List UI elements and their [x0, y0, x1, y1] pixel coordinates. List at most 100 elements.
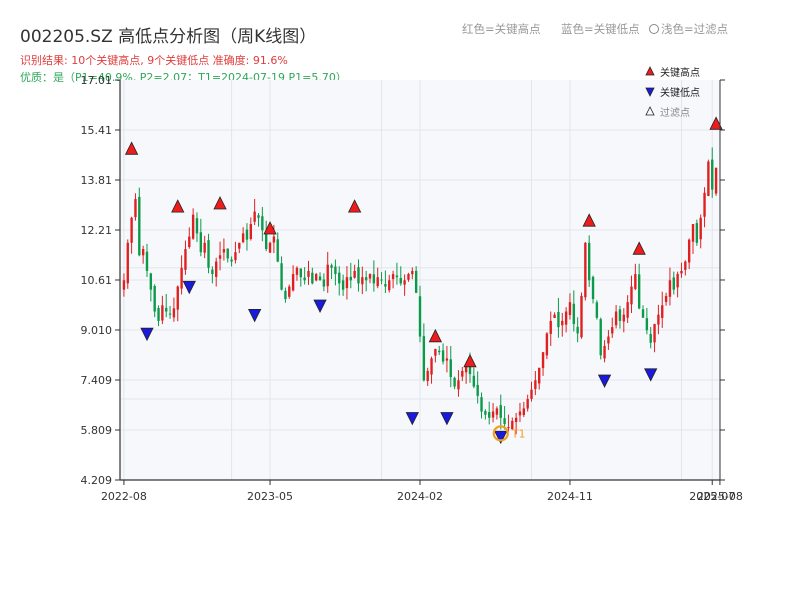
key-high-marker [709, 116, 723, 130]
candle-body [165, 307, 168, 312]
candle-body [499, 405, 502, 418]
candle-body [468, 363, 472, 375]
candle-body [426, 370, 429, 382]
y-tick-label: 7.409 [81, 374, 113, 387]
candle-body [514, 417, 518, 423]
candle-body [180, 267, 183, 289]
candle-body [395, 275, 399, 278]
candle-body [634, 274, 637, 289]
y-tick-label: 13.81 [81, 174, 113, 187]
t1-label: T1 [511, 427, 526, 440]
legend-marker [645, 87, 655, 97]
candle-body [322, 279, 326, 287]
candle-body [484, 411, 487, 415]
candle-body [611, 327, 614, 334]
candle-body [372, 274, 376, 284]
candle-body [130, 217, 133, 243]
candle-body [495, 408, 499, 415]
key-high-marker [463, 353, 477, 368]
candle-body [153, 286, 156, 312]
candle-body [272, 236, 276, 243]
candle-body [507, 427, 510, 429]
candle-body [288, 286, 291, 297]
legend-light-note: 浅色=过滤点 [649, 21, 728, 37]
x-tick-label: 2024-02 [397, 490, 443, 503]
candle-body [476, 384, 479, 396]
candle-body [545, 333, 549, 356]
candle-body [253, 211, 256, 222]
candle-body [376, 277, 379, 287]
candle-body [526, 399, 529, 409]
candle-body [418, 296, 422, 337]
candle-body [680, 270, 683, 274]
candle-body [384, 284, 387, 287]
candle-body [388, 280, 391, 291]
candle-body [172, 308, 176, 318]
key-high-marker [582, 213, 596, 227]
candle-body [461, 370, 464, 377]
candle-body [703, 192, 706, 217]
candle-body [334, 266, 337, 275]
candle-body [245, 229, 249, 240]
candle-body [284, 290, 287, 300]
candle-body [557, 312, 560, 328]
key-high-marker [124, 141, 139, 155]
candle-body [676, 274, 679, 288]
x-tick-label: 2025-08 [697, 490, 743, 503]
candle-body [584, 242, 587, 298]
candle-body [457, 380, 460, 390]
candle-body [553, 314, 556, 318]
candle-body [707, 161, 710, 196]
candle-body [234, 252, 237, 261]
key-high-marker [213, 196, 227, 210]
candle-body [672, 277, 675, 290]
legend-label: 关键高点 [660, 66, 700, 79]
candle-body [599, 319, 602, 356]
candle-body [353, 270, 356, 278]
candle-body [622, 314, 625, 322]
candle-body [607, 336, 610, 344]
candle-body [614, 311, 618, 326]
candle-body [518, 411, 522, 416]
key-high-marker [632, 241, 646, 255]
candle-body [145, 251, 149, 271]
candle-body [568, 302, 572, 315]
recognition-result: 识别结果: 10个关键高点, 9个关键低点 准确度: 91.6% [20, 54, 288, 67]
y-tick-label: 9.010 [81, 324, 113, 337]
candle-body [341, 280, 345, 290]
candle-body [380, 279, 383, 281]
candle-body [276, 239, 279, 262]
y-tick-label: 10.61 [81, 274, 113, 287]
candle-body [591, 276, 595, 300]
t1-circle-marker [492, 425, 509, 442]
candle-body [668, 280, 672, 297]
candle-body [122, 280, 126, 290]
candle-body [564, 311, 568, 325]
candle-body [695, 223, 699, 243]
candle-body [441, 350, 445, 362]
candle-body [184, 249, 187, 270]
candle-body [226, 248, 229, 259]
candle-body [280, 263, 283, 290]
candle-body [664, 295, 668, 302]
candle-body [303, 277, 306, 281]
candle-body [630, 286, 633, 305]
candle-body [511, 420, 514, 430]
candle-body [195, 218, 199, 234]
candle-body [549, 320, 552, 334]
candle-body [488, 412, 491, 418]
candle-body [626, 302, 629, 318]
key-high-marker [347, 199, 362, 213]
candle-body [534, 380, 537, 389]
legend-marker [645, 106, 655, 116]
candle-body [603, 345, 606, 359]
candle-body [653, 324, 656, 343]
candle-body [449, 359, 452, 378]
candle-body [222, 249, 226, 253]
key-low-marker [182, 280, 196, 295]
candle-body [491, 411, 495, 418]
key-high-marker [263, 221, 277, 235]
key-low-marker [248, 309, 262, 323]
